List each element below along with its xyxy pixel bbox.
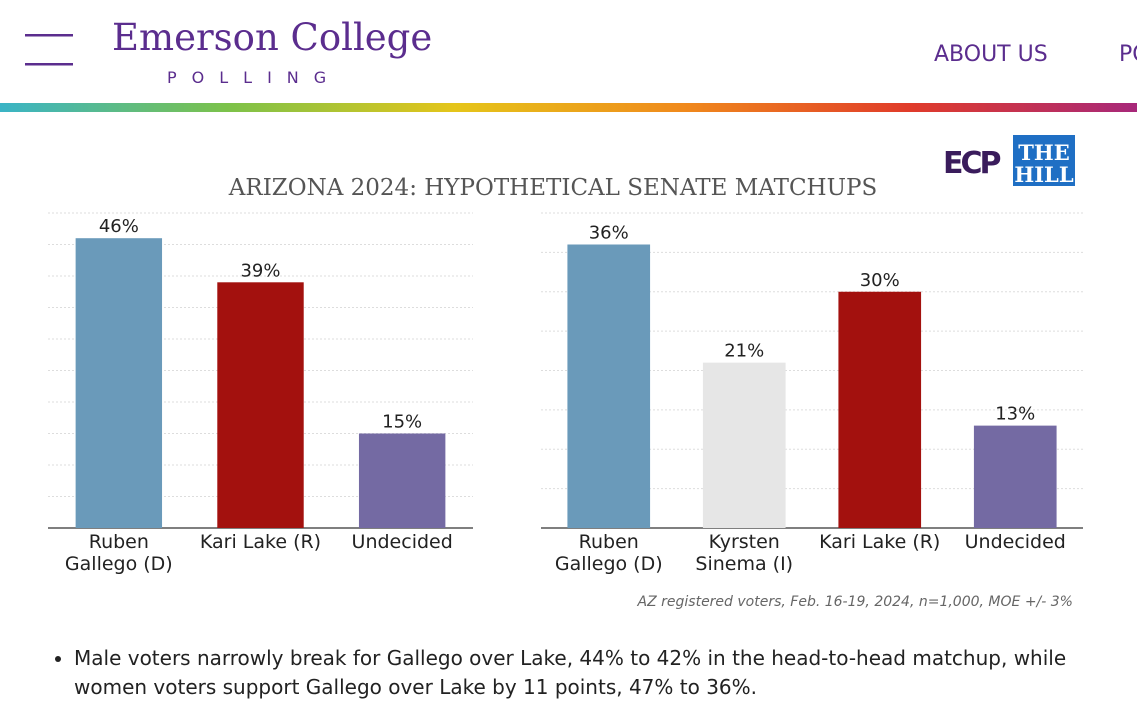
data-label: 15% [382, 412, 422, 433]
x-tick-label: Kari Lake (R) [200, 531, 321, 553]
x-tick-label: Undecided [965, 531, 1066, 553]
bar [217, 282, 304, 528]
brand[interactable]: Emerson College [112, 16, 432, 59]
data-label: 36% [589, 223, 629, 244]
data-label: 39% [240, 260, 280, 281]
nav-link[interactable]: PO [1119, 42, 1137, 67]
x-tick-label: Undecided [352, 531, 453, 553]
data-label: 46% [99, 216, 139, 237]
bullet: Male voters narrowly break for Gallego o… [74, 644, 1114, 702]
x-tick-label: Kari Lake (R) [819, 531, 940, 553]
x-tick-label: Ruben Gallego (D) [555, 531, 663, 575]
data-label: 13% [995, 404, 1035, 425]
bar [75, 238, 163, 528]
logo-hill: THE [1018, 140, 1069, 165]
logo-hill: HILL [1014, 162, 1073, 187]
bar [702, 362, 786, 528]
bullet-list: Male voters narrowly break for Gallego o… [50, 644, 1114, 702]
chart-title: ARIZONA 2024: HYPOTHETICAL SENATE MATCHU… [228, 175, 877, 201]
bar [973, 425, 1057, 528]
nav-link[interactable]: ABOUT US [934, 42, 1048, 67]
logo-ecp: ECP [943, 146, 1001, 181]
x-tick-label: Ruben Gallego (D) [65, 531, 173, 575]
caption: AZ registered voters, Feb. 16-19, 2024, … [637, 594, 1073, 610]
menu-button[interactable] [25, 34, 73, 66]
x-tick-label: Kyrsten Sinema (I) [695, 531, 793, 575]
bar [567, 244, 651, 528]
logo-hill-box [1013, 135, 1075, 186]
subbrand: POLLING [167, 68, 341, 87]
bar [838, 291, 922, 528]
data-label: 30% [860, 270, 900, 291]
rainbow-bar [0, 103, 1137, 112]
menu-line [25, 63, 73, 66]
menu-line [25, 34, 73, 37]
bar [358, 433, 446, 528]
data-label: 21% [724, 341, 764, 362]
